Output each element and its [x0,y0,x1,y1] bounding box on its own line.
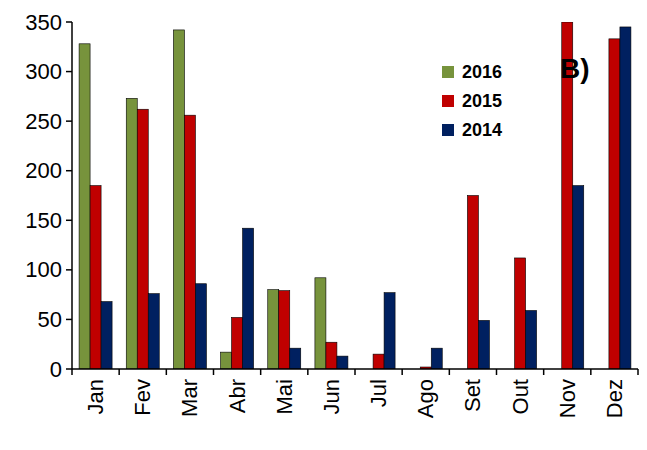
y-tick [66,269,72,271]
bar [79,44,90,369]
bar [431,348,442,369]
x-tick-label: Mai [272,379,297,414]
bar [609,39,620,369]
x-tick-label: Dez [602,379,627,418]
x-tick [118,369,120,375]
y-tick-label: 150 [25,208,62,233]
legend-swatch [442,66,454,78]
bar [137,109,148,369]
legend-label: 2015 [462,91,502,111]
y-tick-label: 100 [25,257,62,282]
x-tick [213,369,215,375]
x-tick-label: Jul [366,379,391,407]
y-tick [66,368,72,370]
x-tick [71,369,73,375]
bar [573,186,584,369]
x-tick [260,369,262,375]
y-tick [66,120,72,122]
legend-label: 2016 [462,62,502,82]
x-tick-label: Abr [225,379,250,413]
x-tick [449,369,451,375]
x-tick [590,369,592,375]
bar [195,284,206,369]
bar [467,196,478,370]
y-tick-label: 350 [25,10,62,35]
y-axis [71,22,73,369]
bar [268,290,279,369]
y-tick [66,21,72,23]
bar [221,352,232,369]
bars [79,22,631,369]
y-tick [66,319,72,321]
bar [243,228,254,369]
bar [526,311,537,369]
bar [515,258,526,369]
y-tick [66,170,72,172]
legend-swatch [442,95,454,107]
chart: 0 50 100 150 200 250 300 350 Jan Fev Mar Abr Mai Jun J… [0,0,647,450]
x-tick-label: Nov [555,379,580,418]
bar [384,293,395,369]
legend-swatch [442,124,454,136]
bar [90,186,101,369]
bar [148,294,159,369]
y-tick-label: 0 [50,357,62,382]
y-tick-label: 200 [25,158,62,183]
x-tick-label: Jun [319,379,344,414]
bar [315,278,326,369]
x-tick [401,369,403,375]
bar [337,356,348,369]
bar [232,317,243,369]
bar [279,291,290,369]
x-tick [354,369,356,375]
bar [173,30,184,369]
bar [126,98,137,369]
x-tick [543,369,545,375]
annotation: B) [560,53,590,84]
bar [290,348,301,369]
bar [326,342,337,369]
x-tick [496,369,498,375]
y-tick [66,71,72,73]
legend-label: 2014 [462,120,502,140]
bar [620,27,631,369]
x-tick [166,369,168,375]
bar [478,320,489,369]
x-tick-label: Jan [83,379,108,414]
bar [373,354,384,369]
bar [184,115,195,369]
y-tick-label: 50 [38,307,62,332]
x-tick-label: Out [508,379,533,414]
bar [101,302,112,369]
x-tick-label: Fev [130,379,155,416]
x-tick [637,369,639,375]
x-tick-label: Set [460,379,485,412]
x-tick-label: Mar [177,379,202,417]
y-tick-label: 250 [25,109,62,134]
x-tick-label: Ago [413,379,438,418]
y-tick-label: 300 [25,59,62,84]
y-tick [66,220,72,222]
x-tick [307,369,309,375]
